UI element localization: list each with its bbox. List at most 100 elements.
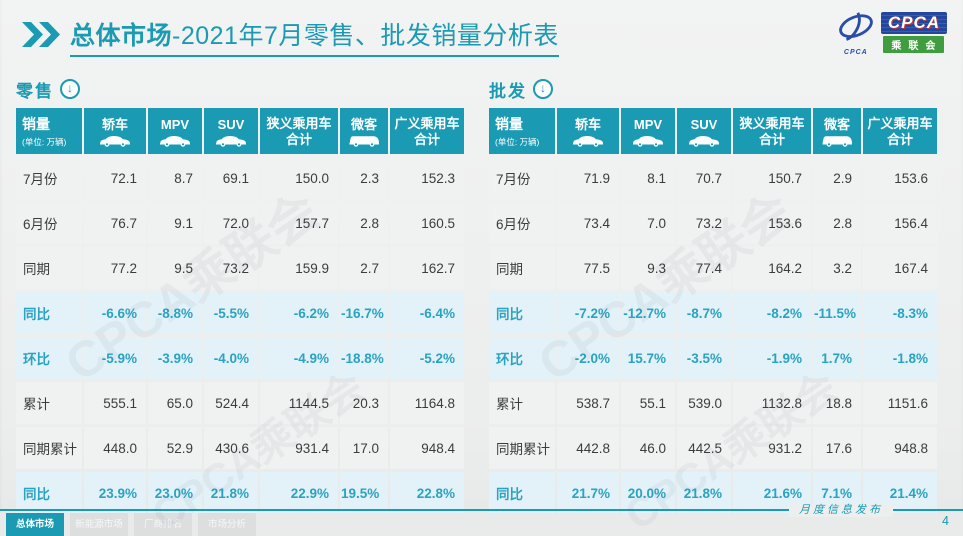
car-icon [573, 135, 603, 147]
row-label: 累计 [16, 382, 82, 424]
cell-value: 18.8 [813, 382, 861, 424]
retail-section: 零售 ↓ 销量 (单位: 万辆) 轿车 MPV SUV 狭义乘用车 合计 微客 广义乘用车 合计 7… [14, 78, 466, 536]
table-row: 6月份 76.7 9.1 72.0 157.7 2.8 160.5 [16, 202, 464, 244]
cell-value: 931.2 [733, 427, 811, 469]
footer-tab-nev-market[interactable]: 新能源市场 [70, 513, 128, 536]
footer-divider-line [0, 509, 963, 511]
cell-value: -1.9% [733, 337, 811, 379]
cell-value: 20.3 [340, 382, 388, 424]
cell-value: 69.1 [204, 157, 258, 199]
table-row: 同比 21.7% 20.0% 21.8% 21.6% 7.1% 21.4% [489, 472, 937, 514]
cpca-globe-icon [835, 8, 877, 55]
cell-value: 76.7 [84, 202, 146, 244]
column-header-sedan: 轿车 [84, 108, 146, 154]
row-label: 累计 [489, 382, 555, 424]
van-icon [349, 135, 379, 147]
table-row: 同比 -7.2% -12.7% -8.7% -8.2% -11.5% -8.3% [489, 292, 937, 334]
cpca-logo: CPCA CPCA 乘联会 [835, 8, 947, 56]
wholesale-section: 批发 ↓ 销量 (单位: 万辆) 轿车 MPV SUV 狭义乘用车 合计 微客 广义乘用车 合计 7… [487, 78, 939, 536]
cell-value: 2.3 [340, 157, 388, 199]
cell-value: 77.5 [557, 247, 619, 289]
cpca-logo-wordmark: CPCA [880, 11, 947, 34]
footer-tab-bar: 总体市场 新能源市场 厂商排名 市场分析 [0, 513, 963, 536]
cell-value: 9.1 [148, 202, 202, 244]
row-label: 同比 [489, 472, 555, 514]
cell-value: 3.2 [813, 247, 861, 289]
column-header-mpv: MPV [148, 108, 202, 154]
wholesale-section-header: 批发 ↓ [489, 78, 939, 101]
column-header-suv: SUV [677, 108, 731, 154]
cell-value: 73.4 [557, 202, 619, 244]
cell-value: 46.0 [621, 427, 675, 469]
cell-value: 9.5 [148, 247, 202, 289]
footer-tab-market-analysis[interactable]: 市场分析 [198, 513, 256, 536]
cell-value: 1144.5 [260, 382, 338, 424]
cell-value: 2.9 [813, 157, 861, 199]
cell-value: 150.0 [260, 157, 338, 199]
title-bold-part: 总体市场 [70, 22, 173, 50]
footer-tab-overall-market[interactable]: 总体市场 [6, 513, 64, 536]
cell-value: 65.0 [148, 382, 202, 424]
cell-value: 72.0 [204, 202, 258, 244]
cell-value: 555.1 [84, 382, 146, 424]
header-row: 销量 (单位: 万辆) 轿车 MPV SUV 狭义乘用车 合计 微客 广义乘用车 合计 [489, 108, 937, 154]
publish-label: 月度信息发布 [789, 503, 893, 517]
cell-value: 524.4 [204, 382, 258, 424]
cell-value: 1132.8 [733, 382, 811, 424]
double-chevron-icon [20, 21, 60, 53]
cell-value: 157.7 [260, 202, 338, 244]
cell-value: -8.2% [733, 292, 811, 334]
cell-value: 156.4 [863, 202, 937, 244]
header-row: 销量 (单位: 万辆) 轿车 MPV SUV 狭义乘用车 合计 微客 广义乘用车 合计 [16, 108, 464, 154]
cell-value: 17.6 [813, 427, 861, 469]
cpca-logo-sub-text: CPCA [843, 49, 868, 56]
page-number: 4 [942, 514, 949, 528]
cell-value: 20.0% [621, 472, 675, 514]
cell-value: 8.1 [621, 157, 675, 199]
cell-value: -6.6% [84, 292, 146, 334]
wholesale-table: 销量 (单位: 万辆) 轿车 MPV SUV 狭义乘用车 合计 微客 广义乘用车 合计 7月份 71.… [487, 105, 939, 517]
title-rest-part: -2021年7月零售、批发销量分析表 [172, 22, 559, 50]
table-row: 同期累计 448.0 52.9 430.6 931.4 17.0 948.4 [16, 427, 464, 469]
car-icon [100, 135, 130, 147]
cell-value: 23.0% [148, 472, 202, 514]
cell-value: -8.8% [148, 292, 202, 334]
column-header-broad-pv-total: 广义乘用车 合计 [863, 108, 937, 154]
footer-tab-oem-ranking[interactable]: 厂商排名 [134, 513, 192, 536]
cell-value: 2.7 [340, 247, 388, 289]
cell-value: -6.2% [260, 292, 338, 334]
cell-value: 1151.6 [863, 382, 937, 424]
cell-value: 17.0 [340, 427, 388, 469]
cell-value: 442.5 [677, 427, 731, 469]
retail-section-label: 零售 [16, 81, 54, 101]
cell-value: 153.6 [733, 202, 811, 244]
page-title: 总体市场-2021年7月零售、批发销量分析表 [20, 16, 559, 57]
cell-value: -3.9% [148, 337, 202, 379]
column-header-narrow-pv-total: 狭义乘用车 合计 [733, 108, 811, 154]
row-label: 同比 [16, 292, 82, 334]
table-row: 累计 555.1 65.0 524.4 1144.5 20.3 1164.8 [16, 382, 464, 424]
retail-section-header: 零售 ↓ [16, 78, 466, 101]
row-label: 同期累计 [16, 427, 82, 469]
table-row: 同比 -6.6% -8.8% -5.5% -6.2% -16.7% -6.4% [16, 292, 464, 334]
table-row: 环比 -5.9% -3.9% -4.0% -4.9% -18.8% -5.2% [16, 337, 464, 379]
cell-value: 19.5% [340, 472, 388, 514]
column-header-suv: SUV [204, 108, 258, 154]
cell-value: -16.7% [340, 292, 388, 334]
cell-value: -5.9% [84, 337, 146, 379]
cell-value: -4.9% [260, 337, 338, 379]
table-row: 6月份 73.4 7.0 73.2 153.6 2.8 156.4 [489, 202, 937, 244]
column-header-sales: 销量 (单位: 万辆) [16, 108, 82, 154]
row-label: 同期 [489, 247, 555, 289]
car-icon [633, 135, 663, 147]
cell-value: -5.5% [204, 292, 258, 334]
cell-value: 164.2 [733, 247, 811, 289]
page-title-text: 总体市场-2021年7月零售、批发销量分析表 [70, 16, 559, 57]
row-label: 环比 [16, 337, 82, 379]
cell-value: 8.7 [148, 157, 202, 199]
row-label: 同期累计 [489, 427, 555, 469]
cell-value: -5.2% [390, 337, 464, 379]
column-header-microvan: 微客 [340, 108, 388, 154]
cell-value: 21.7% [557, 472, 619, 514]
